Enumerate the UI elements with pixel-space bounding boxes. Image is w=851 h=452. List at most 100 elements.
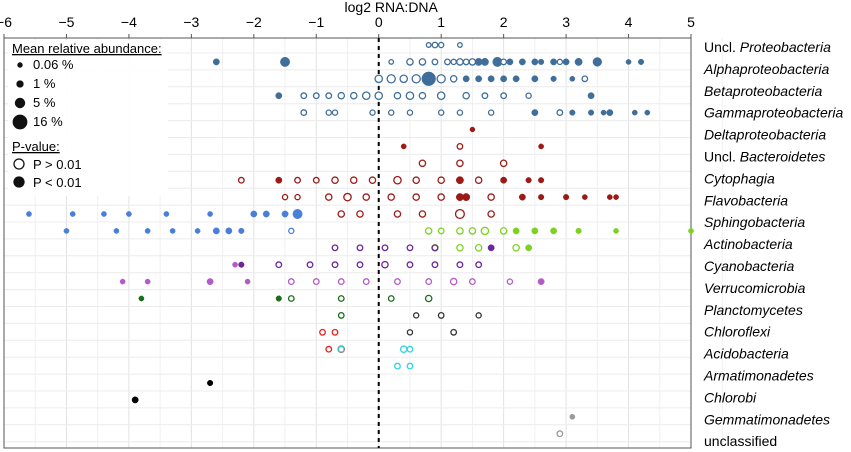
data-point <box>531 75 539 83</box>
data-point <box>436 74 446 84</box>
data-point <box>512 75 520 83</box>
data-point <box>425 278 433 286</box>
data-point <box>437 227 445 235</box>
data-point <box>356 261 364 269</box>
data-point <box>294 193 301 201</box>
x-axis-title: log2 RNA:DNA <box>345 0 439 15</box>
data-point <box>393 210 402 218</box>
data-point <box>275 261 283 269</box>
data-point <box>144 278 151 285</box>
data-point <box>475 75 483 83</box>
data-point <box>592 57 602 67</box>
data-point <box>518 58 526 66</box>
data-point <box>500 176 508 184</box>
category-label: Gemmatimonadetes <box>704 411 830 427</box>
legend-pvalue-title: P-value: <box>12 139 60 154</box>
data-point <box>625 59 632 65</box>
legend-pvalue-marker <box>13 158 25 170</box>
data-point <box>538 143 544 150</box>
category-label-name: Gammaproteobacteria <box>704 105 844 121</box>
data-point <box>225 227 233 235</box>
data-point <box>499 227 508 235</box>
data-point <box>456 176 464 185</box>
data-point <box>356 210 364 218</box>
category-label: Uncl. Bacteroidetes <box>704 149 825 165</box>
data-point <box>475 261 483 269</box>
data-point <box>450 328 458 336</box>
data-point <box>238 227 245 234</box>
category-label-name: Acidobacteria <box>703 346 789 362</box>
data-point <box>487 109 495 116</box>
data-point <box>238 261 245 268</box>
data-point <box>462 91 470 100</box>
category-label-name: Bacteroidetes <box>740 149 826 165</box>
data-point <box>562 58 570 66</box>
data-point <box>411 74 421 84</box>
data-point <box>138 295 145 302</box>
data-point <box>499 159 508 168</box>
data-point <box>437 193 445 201</box>
data-point <box>207 379 214 387</box>
data-point <box>237 176 245 184</box>
data-points <box>26 41 694 438</box>
data-point <box>613 228 619 234</box>
category-label-prefix: Uncl. <box>704 39 740 55</box>
category-label-name: unclassified <box>704 433 777 449</box>
data-point <box>469 126 476 133</box>
category-label: Chlorobi <box>704 389 757 405</box>
data-point <box>569 109 576 116</box>
data-point <box>449 277 458 286</box>
category-label: Alphaproteobacteria <box>703 61 830 77</box>
data-point <box>26 211 32 217</box>
data-point <box>481 92 489 100</box>
legend-pvalue-label: P > 0.01 <box>33 157 82 172</box>
legend-abundance-marker <box>14 97 26 109</box>
data-point <box>325 345 333 353</box>
category-label-name: Proteobacteria <box>740 39 831 55</box>
category-label: Planctomycetes <box>704 302 803 318</box>
legend-abundance-marker <box>12 114 28 130</box>
data-point <box>480 226 490 236</box>
category-label: Flavobacteria <box>704 192 788 208</box>
data-point <box>456 244 464 252</box>
data-point <box>406 261 414 269</box>
data-point <box>369 109 376 116</box>
data-point <box>569 75 576 82</box>
data-point <box>250 210 258 218</box>
data-point <box>294 176 301 184</box>
category-label: Chloroflexi <box>704 324 771 340</box>
category-label-name: Planctomycetes <box>704 302 803 318</box>
data-point <box>406 109 414 116</box>
data-point <box>606 109 614 116</box>
x-tick-label: −2 <box>246 14 262 30</box>
category-label: Acidobacteria <box>703 346 789 362</box>
data-point <box>456 227 464 235</box>
data-point <box>606 194 613 200</box>
data-point <box>343 192 352 202</box>
data-point <box>144 228 151 234</box>
category-label-name: Armatimonadetes <box>703 368 814 384</box>
data-point <box>337 91 346 100</box>
category-label: Verrucomicrobia <box>704 280 806 296</box>
data-point <box>292 209 303 219</box>
data-point <box>456 261 464 269</box>
category-label-name: Betaproteobacteria <box>704 83 823 99</box>
data-point <box>538 177 545 184</box>
data-point <box>275 295 282 302</box>
data-point <box>644 109 651 116</box>
data-point <box>337 210 346 218</box>
data-point <box>581 75 589 83</box>
data-point <box>462 193 471 202</box>
data-point <box>518 193 526 201</box>
data-point <box>449 75 458 83</box>
data-point <box>418 58 427 66</box>
legend-pvalue-marker <box>13 176 25 188</box>
data-point <box>412 193 421 201</box>
data-point <box>212 58 220 66</box>
category-label: Actinobacteria <box>703 236 793 252</box>
data-point <box>306 261 314 269</box>
data-point <box>387 193 396 201</box>
data-point <box>424 227 433 235</box>
data-point <box>437 311 445 319</box>
data-point <box>581 194 588 200</box>
